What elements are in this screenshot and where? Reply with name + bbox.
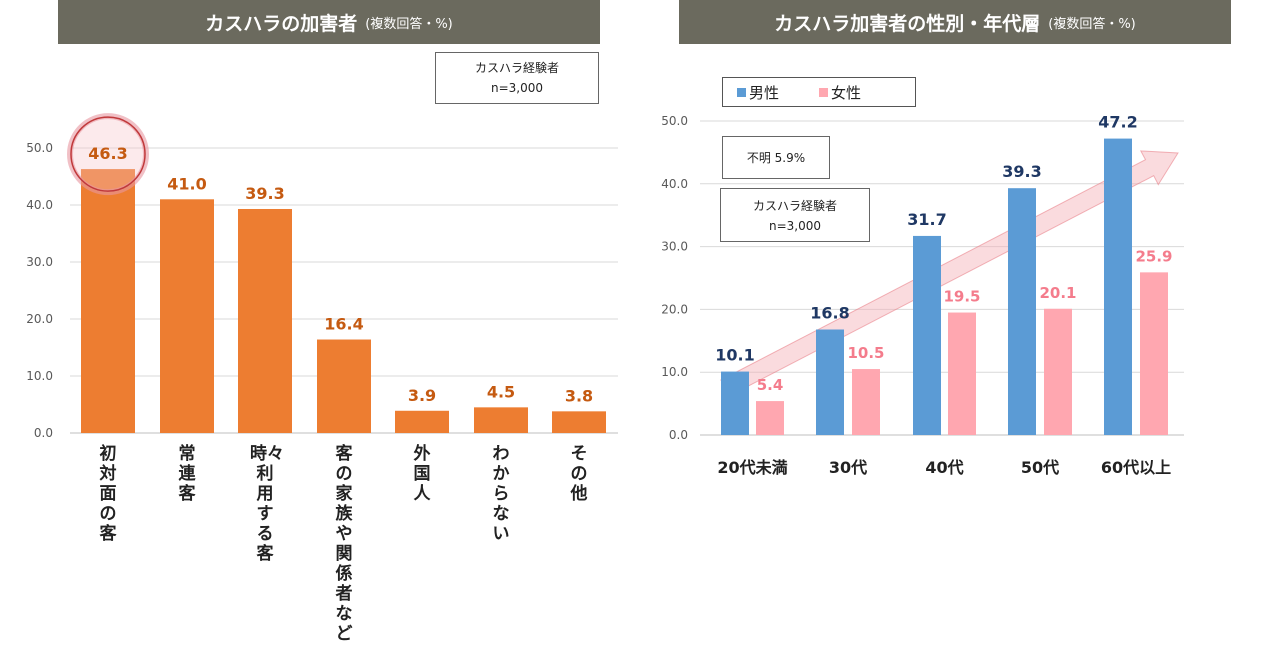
right-chart-title-note: (複数回答・%) bbox=[1048, 16, 1136, 32]
male-bar-value-label: 47.2 bbox=[1098, 113, 1137, 132]
female-bar-value-label: 25.9 bbox=[1135, 247, 1172, 265]
legend-female-swatch bbox=[819, 87, 829, 97]
left-ytick-label: 30.0 bbox=[26, 255, 53, 269]
right-ytick-label: 40.0 bbox=[661, 177, 688, 191]
right-sample-box: カスハラ経験者 n=3,000 bbox=[720, 188, 870, 242]
left-category-label: 常連客 bbox=[178, 444, 196, 504]
female-bar bbox=[1044, 308, 1072, 435]
right-chart-legend: 男性 女性 bbox=[722, 77, 916, 107]
left-category-label: わからない bbox=[492, 444, 510, 544]
legend-male: 男性 bbox=[737, 82, 779, 103]
left-bar bbox=[395, 410, 449, 433]
right-ytick-label: 10.0 bbox=[661, 365, 688, 379]
right-ytick-label: 30.0 bbox=[661, 240, 688, 254]
legend-female-label: 女性 bbox=[831, 83, 862, 102]
left-ytick-label: 40.0 bbox=[26, 198, 53, 212]
legend-male-swatch bbox=[737, 87, 746, 97]
right-category-label: 30代 bbox=[828, 458, 868, 477]
male-bar bbox=[721, 371, 749, 435]
legend-male-label: 男性 bbox=[749, 83, 780, 102]
right-ytick-label: 0.0 bbox=[669, 428, 688, 442]
female-bar bbox=[756, 401, 784, 435]
legend-female: 女性 bbox=[819, 82, 861, 103]
left-ytick-label: 10.0 bbox=[26, 369, 53, 383]
left-chart-title-banner: カスハラの加害者 (複数回答・%) bbox=[58, 0, 600, 44]
left-bar-value-label: 3.8 bbox=[565, 386, 593, 405]
left-category-label: 初対面の客 bbox=[99, 444, 117, 544]
left-bar-value-label: 16.4 bbox=[324, 315, 363, 334]
left-bar-value-label: 41.0 bbox=[167, 174, 206, 193]
left-category-label: 客の家族や関係者など bbox=[335, 444, 353, 644]
left-ytick-label: 20.0 bbox=[26, 312, 53, 326]
left-bar bbox=[474, 407, 528, 433]
right-sample-n: n=3,000 bbox=[768, 219, 821, 233]
left-sample-label: カスハラ経験者 bbox=[474, 61, 559, 75]
male-bar bbox=[1008, 188, 1036, 435]
left-bar-value-label: 46.3 bbox=[88, 144, 127, 163]
unknown-label: 不明 5.9% bbox=[746, 151, 806, 165]
right-category-label: 50代 bbox=[1020, 458, 1060, 477]
right-chart-title-banner: カスハラ加害者の性別・年代層 (複数回答・%) bbox=[679, 0, 1231, 44]
left-category-label: 時々利用する客 bbox=[250, 444, 284, 564]
left-sample-box: カスハラ経験者 n=3,000 bbox=[435, 52, 599, 104]
left-bar bbox=[238, 208, 292, 433]
left-bar-value-label: 3.9 bbox=[408, 386, 436, 405]
unknown-box: 不明 5.9% bbox=[722, 136, 830, 179]
left-bar-value-label: 4.5 bbox=[487, 382, 515, 401]
male-bar bbox=[913, 235, 941, 435]
right-category-label: 20代未満 bbox=[717, 458, 788, 477]
female-bar bbox=[948, 312, 976, 435]
male-bar bbox=[1104, 138, 1132, 436]
left-bar bbox=[81, 169, 135, 433]
female-bar-value-label: 20.1 bbox=[1039, 284, 1076, 302]
right-ytick-label: 50.0 bbox=[661, 114, 688, 128]
highlight-circle bbox=[70, 116, 146, 192]
male-bar-value-label: 31.7 bbox=[907, 210, 946, 229]
female-bar-value-label: 19.5 bbox=[943, 288, 980, 306]
left-bar bbox=[552, 411, 606, 433]
left-bar-value-label: 39.3 bbox=[245, 184, 284, 203]
highlight-circle-glow bbox=[67, 113, 149, 196]
left-sample-n: n=3,000 bbox=[490, 81, 543, 95]
female-bar bbox=[852, 369, 880, 435]
right-chart-title: カスハラ加害者の性別・年代層 bbox=[774, 12, 1041, 35]
right-sample-label: カスハラ経験者 bbox=[752, 199, 837, 213]
right-category-label: 40代 bbox=[925, 458, 964, 477]
male-bar-value-label: 10.1 bbox=[715, 346, 754, 365]
female-bar-value-label: 10.5 bbox=[847, 344, 884, 362]
male-bar-value-label: 16.8 bbox=[810, 303, 849, 322]
female-bar-value-label: 5.4 bbox=[757, 376, 784, 394]
left-bar bbox=[317, 339, 371, 433]
left-bar bbox=[160, 199, 214, 433]
right-ytick-label: 20.0 bbox=[661, 302, 688, 316]
male-bar-value-label: 39.3 bbox=[1002, 162, 1041, 181]
left-category-label: その他 bbox=[570, 444, 588, 504]
left-ytick-label: 50.0 bbox=[26, 141, 53, 155]
right-category-label: 60代以上 bbox=[1100, 458, 1172, 477]
left-chart-title-note: (複数回答・%) bbox=[365, 16, 453, 32]
left-chart-title: カスハラの加害者 bbox=[205, 12, 358, 35]
male-bar bbox=[816, 329, 844, 435]
left-ytick-label: 0.0 bbox=[34, 426, 53, 440]
left-category-label: 外国人 bbox=[413, 444, 431, 504]
female-bar bbox=[1140, 272, 1168, 435]
